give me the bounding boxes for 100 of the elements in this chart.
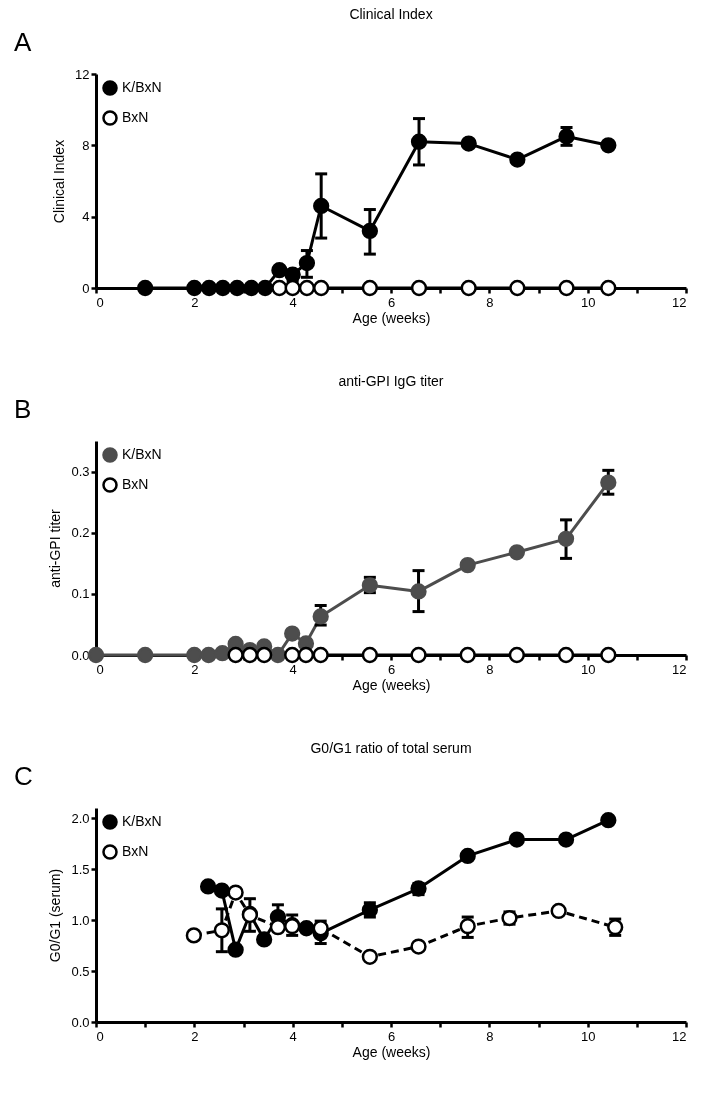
- point: [186, 279, 203, 297]
- point: [185, 927, 202, 944]
- point: [271, 262, 288, 279]
- chart-title: G0/G1 ratio of total serum: [310, 740, 472, 756]
- chart-title: anti-GPI IgG titer: [338, 373, 444, 389]
- point: [410, 938, 427, 955]
- x-tick-label: 6: [387, 661, 396, 677]
- point: [550, 902, 567, 920]
- x-tick-label: 0: [96, 661, 104, 677]
- point: [600, 646, 617, 664]
- point: [410, 133, 428, 150]
- point: [313, 197, 330, 215]
- point: [298, 254, 316, 272]
- y-tick-label: 0.2: [71, 525, 90, 541]
- point: [600, 279, 617, 297]
- x-tick-label: 4: [289, 294, 297, 310]
- y-axis-title: anti-GPI titer: [47, 508, 64, 588]
- point: [312, 608, 329, 625]
- point: [256, 931, 273, 948]
- point: [600, 137, 617, 154]
- point: [312, 646, 329, 664]
- point: [227, 646, 244, 664]
- point: [459, 556, 476, 574]
- y-axis-title: G0/G1 (serum): [47, 868, 64, 963]
- x-tick-label: 2: [191, 294, 199, 310]
- point: [228, 279, 246, 297]
- point: [241, 646, 259, 664]
- point: [361, 279, 378, 297]
- x-tick-label: 8: [486, 661, 494, 677]
- x-tick-label: 6: [387, 1028, 396, 1044]
- point: [256, 279, 274, 297]
- legend-label: BxN: [122, 109, 149, 125]
- point: [214, 279, 231, 297]
- point: [361, 948, 378, 965]
- point: [508, 831, 526, 848]
- point: [361, 646, 378, 664]
- point: [284, 646, 301, 664]
- y-tick-label: 0.0: [71, 647, 90, 663]
- point: [227, 884, 244, 901]
- y-tick-label: 1.5: [71, 861, 90, 877]
- point: [557, 646, 575, 664]
- text: A: [14, 27, 32, 57]
- x-tick-label: 10: [580, 661, 596, 677]
- x-tick-label: 0: [96, 1028, 104, 1044]
- point: [508, 646, 526, 664]
- x-tick-label: 2: [191, 1028, 199, 1044]
- point: [200, 279, 218, 297]
- point: [297, 646, 315, 664]
- point: [410, 646, 427, 664]
- point: [600, 474, 617, 491]
- point: [243, 279, 260, 297]
- y-tick-label: 0.1: [71, 586, 90, 602]
- x-axis-title: Age (weeks): [352, 676, 431, 693]
- point: [137, 646, 154, 664]
- x-axis-title: Age (weeks): [352, 1043, 431, 1060]
- x-tick-label: 10: [580, 294, 596, 310]
- point: [557, 831, 575, 848]
- y-tick-label: 8: [82, 137, 90, 153]
- legend-label: K/BxN: [122, 813, 162, 829]
- point: [410, 279, 428, 297]
- point: [256, 646, 273, 664]
- point: [557, 530, 575, 547]
- point: [460, 279, 477, 297]
- x-tick-label: 4: [289, 661, 297, 677]
- legend-label: BxN: [122, 476, 149, 492]
- x-tick-label: 4: [289, 1028, 297, 1044]
- chart-title: Clinical Index: [349, 6, 433, 22]
- y-tick-label: 0.0: [71, 1014, 90, 1030]
- y-tick-label: 4: [82, 209, 90, 225]
- point: [509, 151, 526, 168]
- point: [460, 135, 477, 152]
- x-tick-label: 10: [580, 1028, 596, 1044]
- y-tick-label: 0.5: [71, 963, 90, 979]
- point: [284, 625, 301, 642]
- point: [298, 920, 315, 937]
- point: [459, 847, 476, 865]
- y-tick-label: 1.0: [71, 912, 90, 928]
- y-tick-label: 0: [82, 280, 90, 296]
- point: [313, 279, 330, 297]
- y-tick-label: 12: [75, 66, 90, 82]
- point: [200, 646, 217, 664]
- y-tick-label: 2.0: [71, 810, 90, 826]
- point: [459, 646, 476, 664]
- x-axis-title: Age (weeks): [352, 309, 431, 326]
- point: [600, 812, 617, 829]
- y-axis-title: Clinical Index: [51, 139, 68, 224]
- point: [137, 279, 154, 297]
- x-tick-label: 6: [387, 294, 396, 310]
- point: [509, 279, 526, 297]
- point: [508, 544, 526, 561]
- point: [227, 941, 244, 958]
- y-tick-label: 0.3: [71, 464, 90, 480]
- point: [271, 279, 288, 297]
- legend-label: K/BxN: [122, 446, 162, 462]
- x-tick-label: 12: [672, 1028, 687, 1044]
- x-tick-label: 8: [486, 294, 494, 310]
- x-tick-label: 12: [672, 294, 687, 310]
- x-tick-label: 2: [191, 661, 199, 677]
- text: B: [14, 394, 32, 424]
- point: [213, 882, 231, 899]
